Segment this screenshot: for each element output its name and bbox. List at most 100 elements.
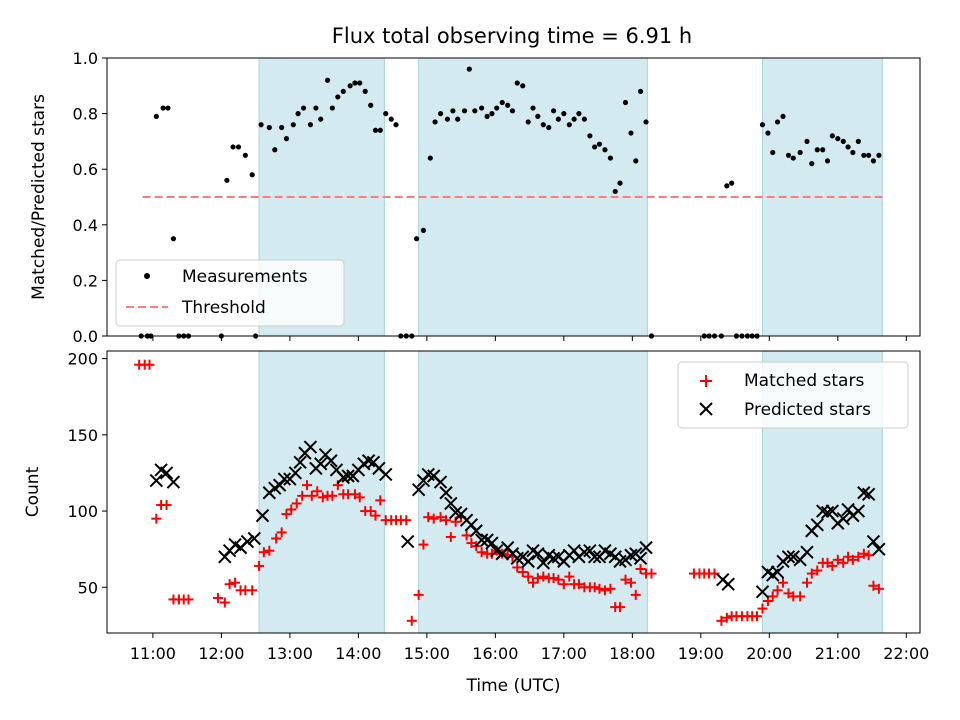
matched-star-marker [778, 577, 789, 588]
matched-star-marker [863, 550, 874, 561]
matched-star-marker [423, 512, 434, 523]
matched-star-marker [254, 560, 265, 571]
matched-star-marker [573, 579, 584, 590]
matched-star-marker [428, 513, 439, 524]
measurement-point [814, 147, 820, 153]
legend-label-matched: Matched stars [744, 371, 864, 391]
measurement-point [820, 147, 826, 153]
matched-star-marker [461, 530, 472, 541]
y-tick-label: 0.4 [73, 216, 98, 235]
measurement-point [329, 105, 335, 111]
predicted-star-marker [624, 548, 638, 562]
matched-star-marker [757, 603, 768, 614]
matched-star-marker [528, 577, 539, 588]
matched-star-marker [801, 577, 812, 588]
matched-star-marker [144, 359, 155, 370]
matched-star-marker [772, 585, 783, 596]
measurement-point [628, 130, 634, 136]
matched-star-marker [224, 579, 235, 590]
predicted-star-marker [379, 467, 393, 482]
measurement-point [266, 124, 272, 131]
measurement-point [362, 88, 368, 94]
matched-star-marker [838, 557, 849, 568]
predicted-star-marker [866, 534, 881, 549]
measurement-point [489, 111, 495, 117]
measurement-point [602, 147, 608, 153]
predicted-star-marker [587, 550, 602, 564]
measurement-point [357, 80, 363, 86]
predicted-star-marker [288, 466, 303, 480]
measurement-point [790, 155, 796, 161]
matched-star-marker [512, 562, 523, 573]
measurement-point [617, 180, 623, 186]
matched-star-marker [625, 577, 636, 588]
measurement-point [850, 149, 856, 156]
x-tick-label: 20:00 [746, 644, 792, 663]
matched-star-marker [151, 513, 162, 524]
predicted-star-marker [861, 487, 876, 501]
x-tick-label: 18:00 [609, 644, 655, 663]
predicted-star-marker [755, 585, 770, 599]
measurement-point [566, 122, 572, 128]
shaded-interval [418, 350, 648, 634]
measurement-point [514, 80, 520, 86]
measurement-point [165, 105, 171, 111]
measurement-point [170, 236, 177, 242]
predicted-star-marker [247, 531, 261, 546]
measurement-point [324, 77, 331, 83]
x-tick-label: 17:00 [541, 644, 587, 663]
measurement-point [520, 83, 526, 89]
measurement-point [855, 138, 861, 144]
measurement-point [866, 152, 872, 158]
measurement-point [729, 180, 735, 186]
predicted-star-marker [240, 534, 255, 549]
matched-star-marker [401, 515, 412, 526]
predicted-star-marker [521, 554, 535, 569]
predicted-star-marker [825, 504, 840, 518]
matched-star-marker [646, 568, 657, 579]
predicted-star-marker [439, 486, 453, 500]
predicted-star-marker [469, 524, 483, 538]
matched-star-marker [868, 580, 879, 591]
predicted-star-marker [255, 508, 270, 523]
matched-star-marker [327, 490, 338, 501]
measurement-point [770, 149, 776, 156]
measurement-point [472, 108, 478, 114]
y-tick-label: 0.8 [73, 105, 98, 124]
predicted-star-marker [721, 577, 735, 591]
measurement-point [525, 119, 531, 125]
x-tick-label: 11:00 [130, 644, 176, 663]
measurement-point [499, 99, 505, 106]
measurement-point [607, 155, 614, 161]
measurement-point [546, 124, 552, 131]
x-tick-label: 16:00 [472, 644, 518, 663]
matched-star-marker [297, 490, 308, 501]
matched-star-marker [230, 577, 241, 588]
measurement-point [765, 130, 771, 136]
measurement-point [861, 152, 867, 158]
measurement-point [283, 136, 290, 142]
measurement-point [509, 108, 516, 114]
predicted-star-markers [149, 440, 886, 599]
bottom-y-axis-label: Count [23, 466, 43, 517]
matched-star-marker [767, 591, 778, 602]
measurement-point [809, 161, 815, 167]
top-axes-frame [106, 57, 921, 337]
matched-star-marker [594, 583, 605, 594]
measurement-point [550, 108, 557, 114]
legend-marker-measurements [144, 273, 150, 279]
x-tick-label: 13:00 [267, 644, 313, 663]
measurement-point [622, 99, 629, 106]
matched-star-marker [418, 539, 429, 550]
measurement-points [138, 66, 882, 339]
measurement-point [633, 158, 639, 164]
top-legend: Measurements Threshold [115, 259, 345, 327]
measurement-point [797, 149, 803, 156]
measurement-point [845, 144, 851, 150]
predicted-star-marker [277, 472, 292, 486]
matched-star-marker [375, 495, 386, 506]
predicted-star-marker [411, 483, 426, 497]
matched-star-marker [219, 597, 230, 608]
matched-star-marker [212, 592, 223, 603]
predicted-star-marker [781, 550, 796, 564]
